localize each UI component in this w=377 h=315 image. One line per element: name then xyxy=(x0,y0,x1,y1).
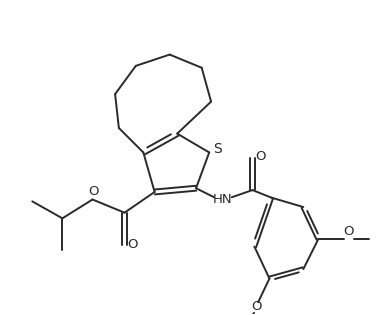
Text: O: O xyxy=(256,151,266,163)
Text: O: O xyxy=(127,238,138,251)
Text: HN: HN xyxy=(213,193,232,206)
Text: S: S xyxy=(213,142,222,157)
Text: O: O xyxy=(88,185,98,198)
Text: O: O xyxy=(251,300,262,313)
Text: O: O xyxy=(343,225,354,238)
